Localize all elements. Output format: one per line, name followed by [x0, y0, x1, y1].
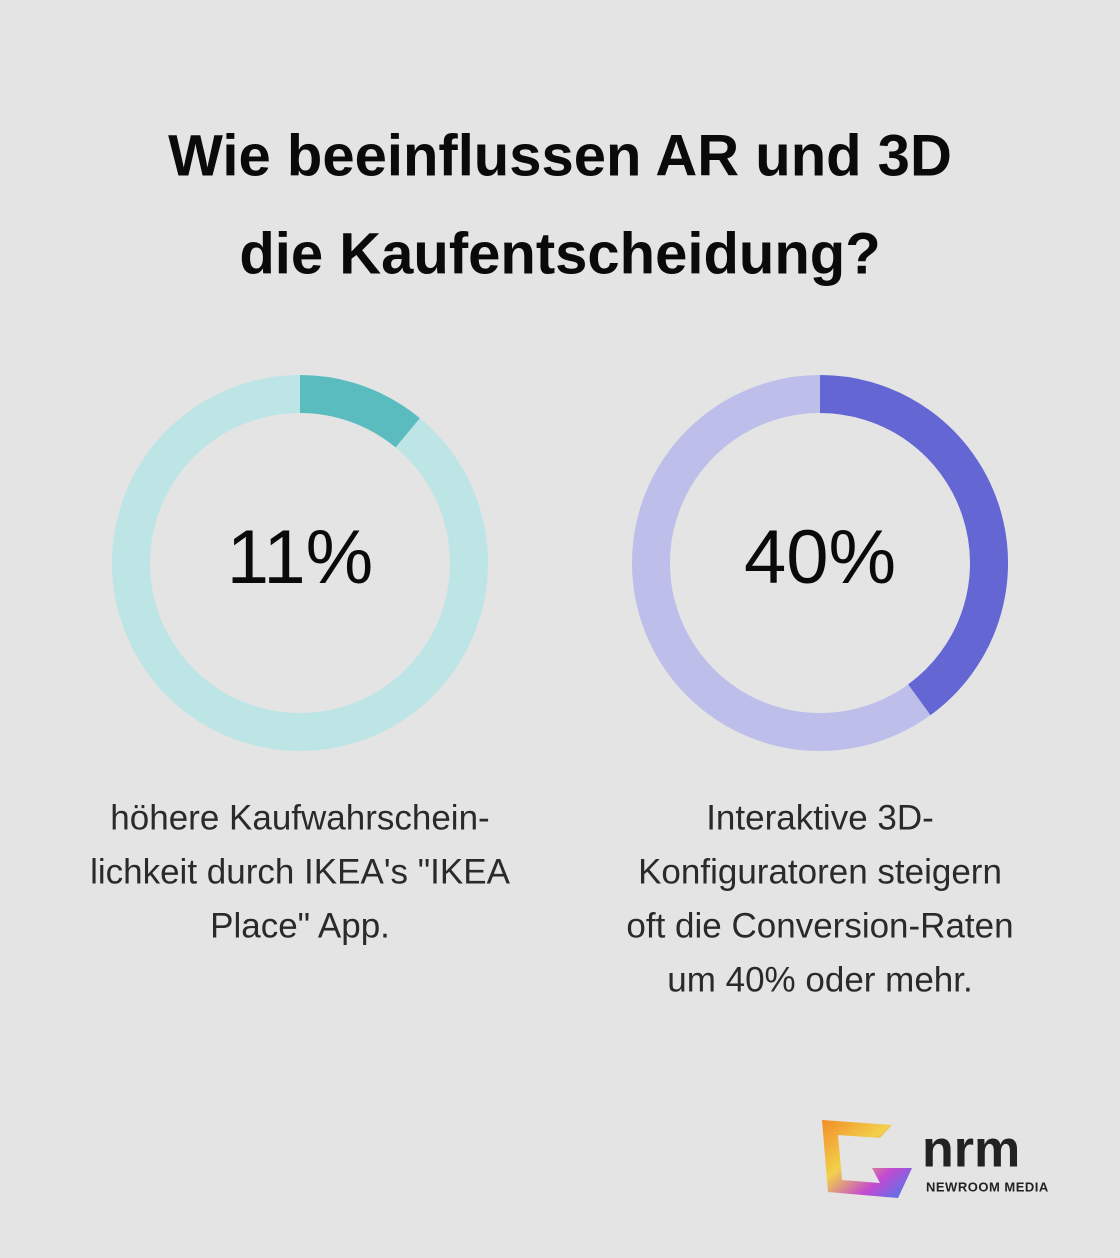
caption: um 40% oder mehr.	[667, 960, 972, 999]
caption: oft die Conversion-Raten	[626, 906, 1013, 945]
donut-arc	[299, 375, 420, 448]
caption: Konfiguratoren steigern	[638, 852, 1002, 891]
logo-name: nrm	[922, 1121, 1020, 1179]
logo: nrm NEWROOM MEDIA	[822, 1120, 1049, 1198]
value-label: 11%	[227, 515, 373, 600]
logo-icon	[822, 1120, 912, 1198]
caption: Interaktive 3D-	[706, 798, 934, 837]
title: Wie beeinflussen AR und 3D	[168, 123, 952, 188]
logo-subtitle: NEWROOM MEDIA	[926, 1179, 1049, 1194]
title: die Kaufentscheidung?	[239, 221, 880, 286]
caption: Place" App.	[210, 906, 390, 945]
caption: höhere Kaufwahrschein-	[110, 798, 489, 837]
donut-arc	[819, 375, 1008, 716]
value-label: 40%	[744, 515, 896, 600]
caption: lichkeit durch IKEA's "IKEA	[90, 852, 510, 891]
